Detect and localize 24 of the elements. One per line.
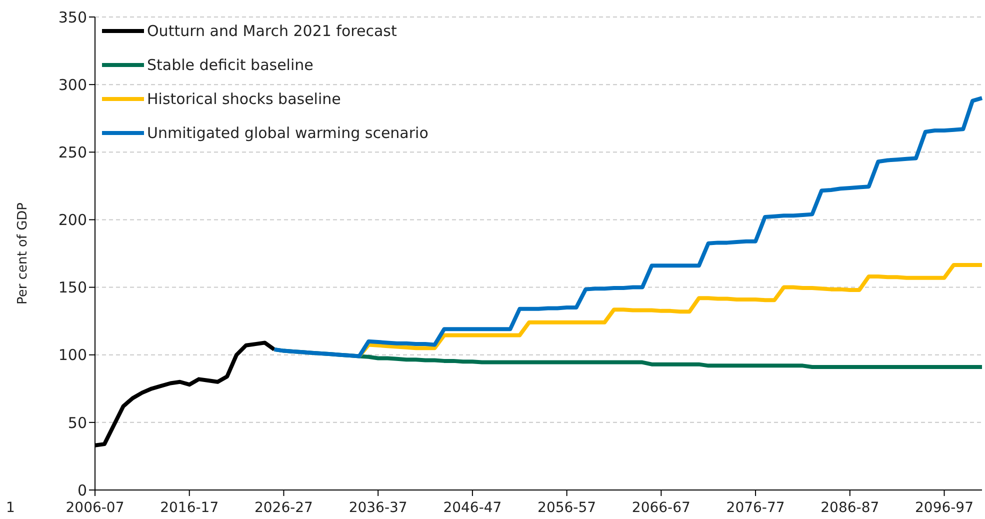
x-tick-label: 2086-87 xyxy=(820,500,880,516)
x-tick-label: 2096-97 xyxy=(915,500,974,516)
y-tick-label: 100 xyxy=(58,346,87,364)
legend-label: Stable deficit baseline xyxy=(147,55,314,75)
y-axis-title: Per cent of GDP xyxy=(16,202,31,305)
y-tick-label: 0 xyxy=(77,481,87,500)
x-tick-label: 2026-27 xyxy=(254,500,313,516)
y-tick-label: 350 xyxy=(58,8,87,26)
y-tick-label: 200 xyxy=(58,211,87,230)
x-tick-label: 2006-07 xyxy=(66,500,124,516)
y-tick-label: 300 xyxy=(58,76,87,94)
x-tick-label: 2036-37 xyxy=(348,500,408,516)
legend-label: Unmitigated global warming scenario xyxy=(147,123,428,143)
x-tick-label: 2076-77 xyxy=(726,500,785,516)
legend-label: Outturn and March 2021 forecast xyxy=(147,21,397,41)
x-tick-label: 2016-17 xyxy=(160,500,219,516)
legend-label: Historical shocks baseline xyxy=(147,89,341,109)
y-tick-label: 150 xyxy=(58,278,87,297)
x-tick-label: 2066-67 xyxy=(632,500,690,516)
text: 1 xyxy=(6,500,15,516)
y-tick-label: 250 xyxy=(58,143,87,162)
y-tick-label: 50 xyxy=(68,414,87,432)
x-tick-label: 2056-57 xyxy=(538,500,596,516)
x-tick-label: 2046-47 xyxy=(443,500,502,516)
